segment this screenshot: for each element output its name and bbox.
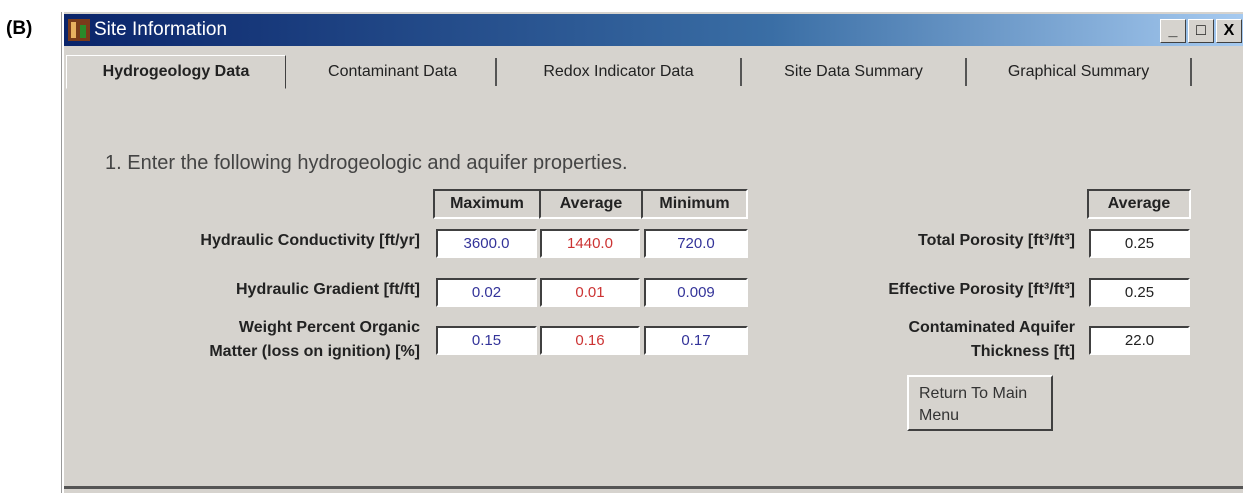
minimize-button[interactable]: _ — [1160, 19, 1186, 43]
button-label: Return To Main — [919, 385, 1028, 402]
column-header: Minimum — [641, 189, 748, 219]
text-input[interactable]: 0.15 — [436, 326, 537, 355]
row-label: Hydraulic Gradient [ft/ft] — [235, 281, 420, 298]
maximize-button[interactable]: □ — [1188, 19, 1214, 43]
row-label: Contaminated Aquifer — [908, 319, 1075, 336]
figure-label: (B) — [6, 18, 33, 39]
row-label: Thickness [ft] — [970, 343, 1075, 360]
close-button[interactable]: X — [1216, 19, 1242, 43]
title-bar: Site Information — [64, 14, 1243, 46]
text-input[interactable]: 0.17 — [644, 326, 748, 355]
column-header: Maximum — [433, 189, 541, 219]
window-title: Site Information — [94, 19, 228, 40]
text-input[interactable]: 22.0 — [1089, 326, 1190, 355]
tab[interactable]: Graphical Summary — [967, 58, 1192, 86]
row-label: Effective Porosity [ft³/ft³] — [888, 281, 1075, 298]
tab[interactable]: Hydrogeology Data — [66, 55, 286, 89]
text-input[interactable]: 720.0 — [644, 229, 748, 258]
column-header: Average — [1087, 189, 1191, 219]
text-input[interactable]: 1440.0 — [540, 229, 640, 258]
tab[interactable]: Contaminant Data — [290, 58, 497, 86]
text-input[interactable]: 0.16 — [540, 326, 640, 355]
text-input[interactable]: 0.01 — [540, 278, 640, 307]
tab[interactable]: Redox Indicator Data — [497, 58, 742, 86]
text-input[interactable]: 0.02 — [436, 278, 537, 307]
return-button[interactable]: Return To Main Menu — [907, 375, 1053, 431]
instruction: 1. Enter the following hydrogeologic and… — [105, 152, 628, 174]
text-input[interactable]: 0.25 — [1089, 278, 1190, 307]
text-input[interactable]: 0.25 — [1089, 229, 1190, 258]
row-label: Matter (loss on ignition) [%] — [209, 343, 420, 360]
row-label: Total Porosity [ft³/ft³] — [917, 232, 1075, 249]
row-label: Weight Percent Organic — [238, 319, 420, 336]
text-input[interactable]: 3600.0 — [436, 229, 537, 258]
tab[interactable]: Site Data Summary — [742, 58, 967, 86]
column-header: Average — [539, 189, 643, 219]
text-input[interactable]: 0.009 — [644, 278, 748, 307]
button-label: Menu — [919, 407, 960, 424]
app-icon — [68, 19, 90, 41]
row-label: Hydraulic Conductivity [ft/yr] — [200, 232, 420, 249]
bottom-border — [64, 486, 1243, 489]
